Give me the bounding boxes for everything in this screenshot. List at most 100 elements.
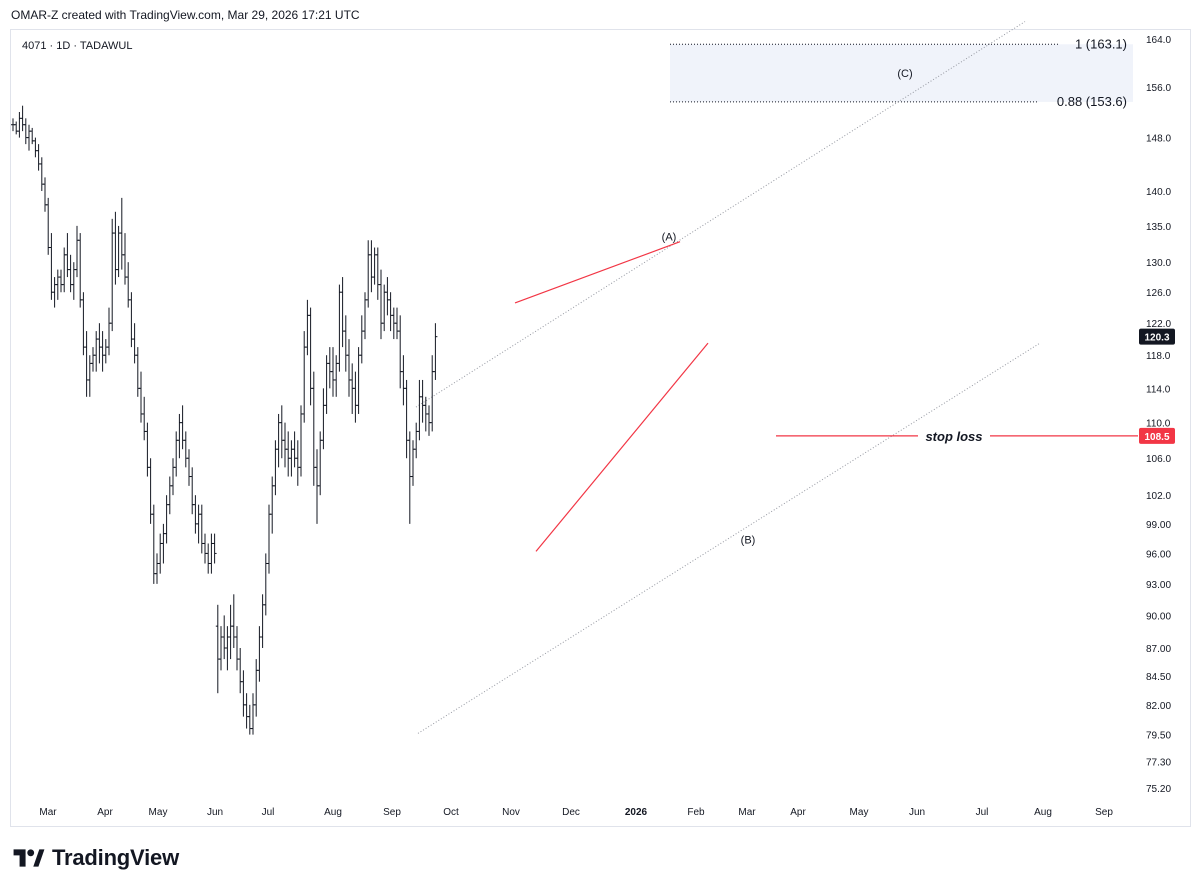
wave-a-label: (A) — [662, 232, 677, 244]
x-tick-label: Jul — [262, 807, 275, 818]
ohlc-bar — [167, 476, 172, 515]
ohlc-bar — [20, 105, 25, 132]
last-price-badge — [1139, 328, 1175, 345]
ohlc-bar — [382, 284, 387, 332]
ohlc-bar — [273, 440, 278, 496]
ohlc-bar — [292, 431, 297, 468]
y-tick-label: 84.50 — [1146, 672, 1171, 683]
ohlc-bar — [27, 124, 31, 151]
ohlc-bar — [343, 315, 348, 372]
ohlc-bar — [91, 347, 95, 372]
price-axis: 75.20 77.30 79.50 82.00 84.50 87.00 90.00 93.00… — [1139, 35, 1175, 795]
ohlc-bar — [404, 379, 409, 459]
y-tick-label: 96.00 — [1146, 549, 1171, 560]
ohlc-bar — [43, 177, 47, 212]
ohlc-bar — [119, 197, 124, 270]
x-tick-label: Apr — [790, 807, 806, 818]
ohlc-bar — [254, 659, 259, 717]
y-tick-label: 156.0 — [1146, 83, 1171, 94]
ohlc-bar — [219, 626, 223, 671]
ohlc-bar — [231, 594, 236, 648]
y-tick-label: 82.00 — [1146, 701, 1171, 712]
x-tick-label: Apr — [97, 807, 113, 818]
annotations: (A) (B) stop loss — [662, 232, 1138, 547]
ohlc-bar — [401, 355, 406, 406]
ohlc-bar — [132, 323, 137, 364]
wave-c-label: (C) — [897, 68, 912, 80]
chart-header: OMAR-Z created with TradingView.com, Mar… — [11, 8, 360, 22]
ohlc-bar — [353, 371, 358, 423]
ohlc-bar — [100, 331, 105, 372]
ohlc-bar — [324, 355, 329, 414]
wedge-lines — [514, 241, 709, 552]
y-tick-label: 75.20 — [1146, 784, 1171, 795]
wave-b-label: (B) — [741, 535, 756, 547]
x-tick-label: Aug — [1034, 807, 1052, 818]
ohlc-bar — [356, 347, 361, 414]
tradingview-footer[interactable]: TradingView — [12, 844, 179, 872]
ohlc-bars — [11, 105, 438, 735]
ohlc-bar — [337, 284, 342, 372]
ohlc-bar — [206, 543, 211, 574]
y-tick-label: 99.00 — [1146, 520, 1171, 531]
tradingview-logo-icon — [13, 849, 45, 867]
y-tick-label: 130.0 — [1146, 258, 1171, 269]
ohlc-bar — [379, 269, 383, 340]
ohlc-bar — [52, 277, 57, 308]
x-tick-label: Aug — [324, 807, 342, 818]
ohlc-bar — [225, 626, 230, 671]
target-zone: 1 (163.1) 0.88 (153.6) (C) — [670, 36, 1133, 109]
y-tick-label: 79.50 — [1146, 731, 1171, 742]
ohlc-bar — [212, 533, 217, 564]
ohlc-bar — [238, 647, 243, 694]
ohlc-bar — [244, 693, 249, 729]
ohlc-bar — [151, 504, 156, 584]
ohlc-bar — [97, 323, 102, 364]
x-tick-label: Sep — [383, 807, 401, 818]
ohlc-bar — [46, 197, 51, 255]
fib-088-label: 0.88 (153.6) — [1057, 94, 1127, 109]
stop-loss-label: stop loss — [925, 429, 982, 444]
stop-loss-badge — [1139, 427, 1175, 444]
y-tick-label: 110.0 — [1146, 419, 1171, 430]
wedge-lower-line — [535, 342, 709, 552]
ohlc-bar — [135, 347, 140, 397]
x-tick-label: 2026 — [625, 807, 648, 818]
x-tick-label: May — [149, 807, 168, 818]
ohlc-bar — [251, 693, 255, 735]
ohlc-bar — [110, 218, 115, 332]
ohlc-bar — [87, 355, 92, 397]
ohlc-bar — [270, 476, 275, 534]
y-tick-label: 135.0 — [1146, 222, 1171, 233]
ohlc-bar — [289, 440, 294, 477]
ohlc-bar — [363, 292, 367, 340]
ohlc-bar — [385, 277, 390, 316]
ohlc-bar — [196, 504, 201, 544]
fib-1-label: 1 (163.1) — [1075, 36, 1127, 51]
x-tick-label: Mar — [738, 807, 756, 818]
y-tick-label: 90.00 — [1146, 611, 1171, 622]
ohlc-bar — [164, 495, 169, 544]
y-tick-label: 140.0 — [1146, 187, 1171, 198]
ohlc-bar — [126, 262, 131, 308]
ohlc-bar — [247, 704, 252, 735]
ohlc-bar — [161, 523, 166, 564]
ohlc-bar — [395, 307, 399, 340]
ohlc-bar — [299, 405, 303, 477]
x-tick-label: Oct — [443, 807, 459, 818]
ohlc-bar — [257, 626, 262, 682]
ohlc-bar — [81, 292, 86, 356]
ohlc-bar — [68, 254, 73, 293]
ohlc-bar — [139, 371, 143, 423]
y-tick-label: 126.0 — [1146, 288, 1171, 299]
wedge-upper-line — [514, 241, 681, 304]
ohlc-bar — [14, 121, 19, 135]
ohlc-bar — [327, 347, 332, 389]
ohlc-bar — [308, 307, 313, 406]
ohlc-bar — [318, 431, 323, 496]
ohlc-bar — [372, 247, 377, 285]
x-tick-label: Nov — [502, 807, 520, 818]
ohlc-bar — [420, 379, 425, 423]
ohlc-bar — [39, 157, 44, 191]
